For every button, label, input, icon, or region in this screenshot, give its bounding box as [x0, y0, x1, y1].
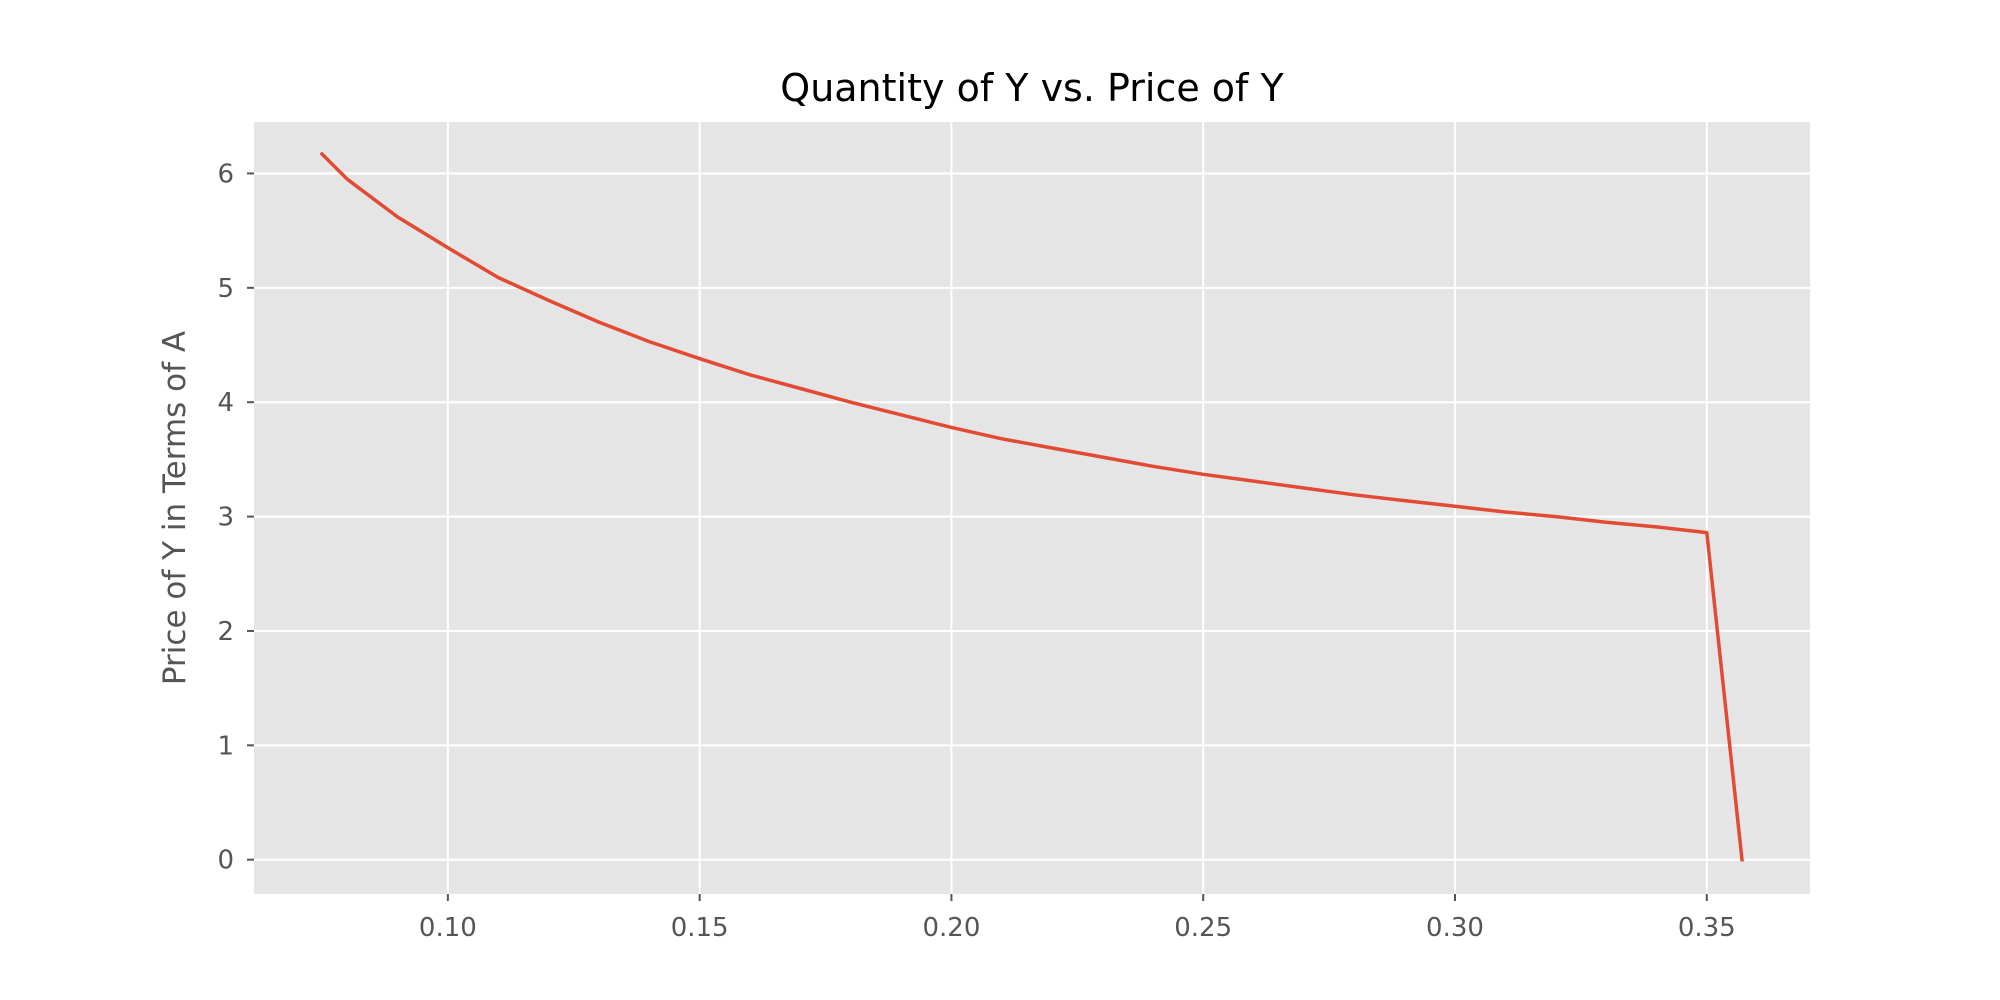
x-tick-label: 0.15: [671, 913, 729, 943]
series-line: [319, 151, 1744, 862]
y-tick-label: 4: [217, 388, 234, 418]
x-tick-label: 0.35: [1678, 913, 1736, 943]
series-layer: [319, 151, 1744, 862]
y-tick-label: 1: [217, 731, 234, 761]
y-tick-label: 6: [217, 159, 234, 189]
chart-title: Quantity of Y vs. Price of Y: [780, 66, 1284, 110]
y-tick-label: 0: [217, 846, 234, 876]
y-tick-label: 2: [217, 617, 234, 647]
y-axis-label: Price of Y in Terms of A: [157, 331, 193, 685]
axis-ticks: 0.10 0.15 0.20 0.25 0.30 0.35 0 1 2 3 4 5 6: [217, 159, 1735, 943]
x-tick-label: 0.30: [1426, 913, 1484, 943]
y-tick-label: 3: [217, 503, 234, 533]
x-tick-label: 0.20: [922, 913, 980, 943]
y-tick-label: 5: [217, 274, 234, 304]
x-tick-label: 0.10: [419, 913, 477, 943]
plot-area: [254, 122, 1810, 894]
x-tick-label: 0.25: [1174, 913, 1232, 943]
